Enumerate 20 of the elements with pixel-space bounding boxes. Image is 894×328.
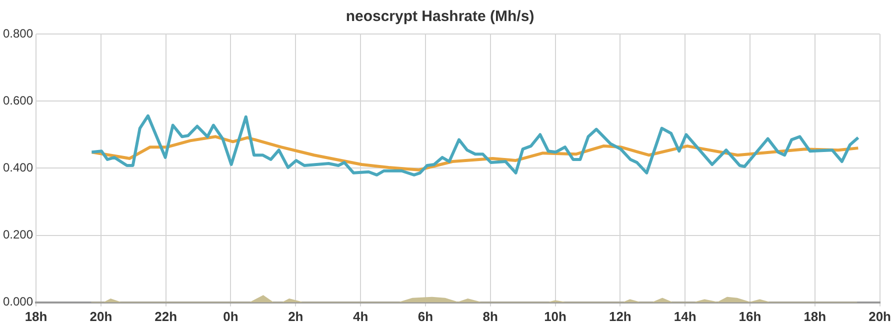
x-tick-label: 14h <box>674 308 696 324</box>
x-tick-label: 20h <box>868 308 892 324</box>
y-tick-label: 0.200 <box>3 228 34 242</box>
chart-title: neoscrypt Hashrate (Mh/s) <box>346 8 534 26</box>
y-tick-label: 0.600 <box>3 93 34 108</box>
y-tick-label: 0.800 <box>3 26 34 40</box>
x-tick-label: 10h <box>544 308 567 324</box>
y-tick-label: 0.400 <box>3 160 34 175</box>
x-tick-label: 18h <box>804 308 826 324</box>
x-tick-label: 2h <box>288 308 304 324</box>
x-tick-label: 22h <box>154 308 178 324</box>
x-tick-label: 0h <box>223 308 238 324</box>
x-tick-label: 8h <box>482 308 498 324</box>
x-tick-label: 4h <box>352 308 368 324</box>
x-tick-label: 12h <box>608 308 632 324</box>
x-tick-label: 18h <box>24 308 48 324</box>
x-tick-label: 16h <box>738 308 762 324</box>
y-tick-label: 0.000 <box>3 294 34 309</box>
x-tick-label: 20h <box>90 308 112 324</box>
x-tick-label: 6h <box>418 308 434 324</box>
